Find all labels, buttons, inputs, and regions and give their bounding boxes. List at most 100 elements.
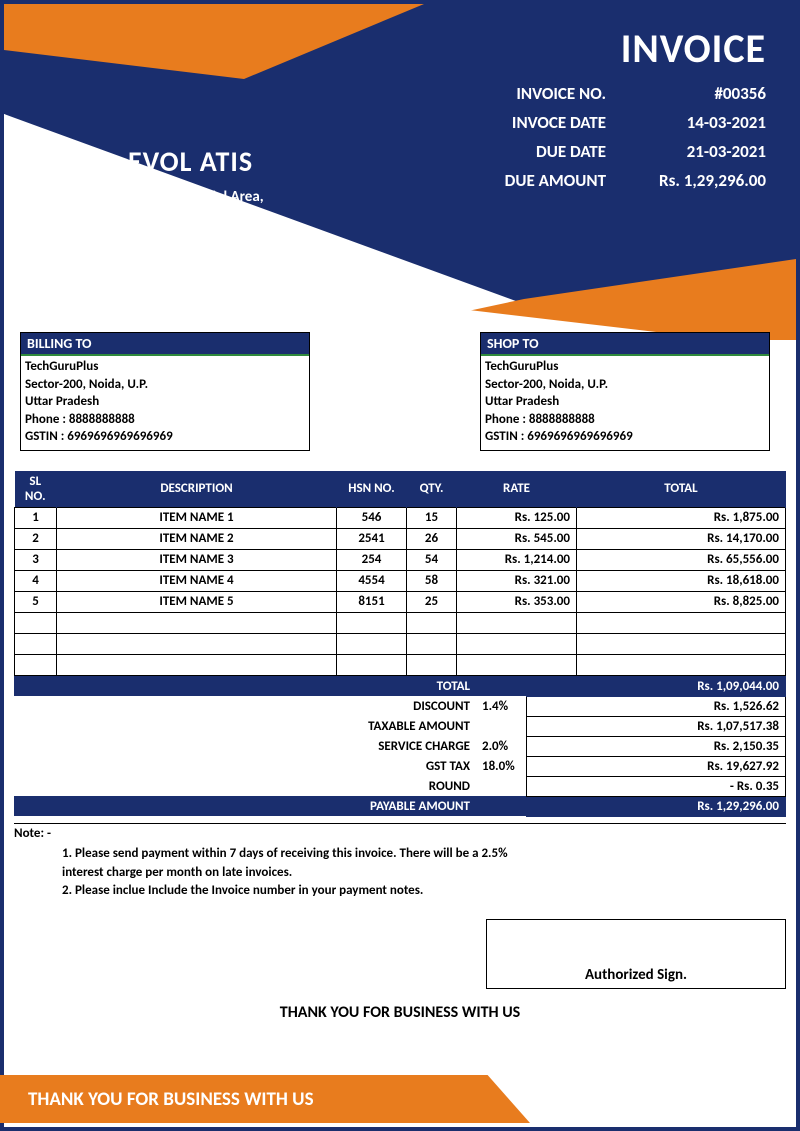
col-total: TOTAL xyxy=(577,471,786,508)
cell-total: Rs. 14,170.00 xyxy=(577,528,786,549)
notes-section: Note: - 1. Please send payment within 7 … xyxy=(14,823,786,902)
billing-box: BILLING TO TechGuruPlus Sector-200, Noid… xyxy=(20,332,310,451)
cell-hsn: 2541 xyxy=(337,528,407,549)
summary-table: TOTALRs. 1,09,044.00DISCOUNT1.4%Rs. 1,52… xyxy=(14,676,786,817)
shop-name: TechGuruPlus xyxy=(485,358,765,376)
summary-pct: 2.0% xyxy=(476,736,526,756)
cell-desc: ITEM NAME 4 xyxy=(57,570,337,591)
cell-sl: 3 xyxy=(15,549,57,570)
summary-row: GST TAX18.0%Rs. 19,627.92 xyxy=(14,756,786,776)
cell-desc: ITEM NAME 1 xyxy=(57,507,337,528)
summary-pct xyxy=(476,796,526,816)
meta-label: INVOCE DATE xyxy=(426,112,626,133)
items-table: SL NO. DESCRIPTION HSN NO. QTY. RATE TOT… xyxy=(14,471,786,676)
cell-rate: Rs. 353.00 xyxy=(457,591,577,612)
company-block: EVOL ATIS Okhla Industrial Area, New Del… xyxy=(42,144,268,281)
summary-row: PAYABLE AMOUNT Rs. 1,29,296.00 xyxy=(14,796,786,816)
signature-label: Authorized Sign. xyxy=(487,966,785,984)
summary-value: - Rs. 0.35 xyxy=(526,776,786,796)
cell-sl: 5 xyxy=(15,591,57,612)
cell-sl: 4 xyxy=(15,570,57,591)
summary-row: TAXABLE AMOUNT Rs. 1,07,517.38 xyxy=(14,716,786,736)
summary-row: DISCOUNT1.4%Rs. 1,526.62 xyxy=(14,696,786,716)
summary-value: Rs. 1,29,296.00 xyxy=(526,796,786,816)
cell-qty: 26 xyxy=(407,528,457,549)
summary-pct: 18.0% xyxy=(476,756,526,776)
col-sl: SL NO. xyxy=(15,471,57,508)
shop-phone: Phone : 8888888888 xyxy=(485,411,765,429)
billing-line: Uttar Pradesh xyxy=(25,393,305,411)
invoice-header: INVOICE INVOICE NO.#00356 INVOCE DATE14-… xyxy=(4,4,796,304)
cell-rate: Rs. 1,214.00 xyxy=(457,549,577,570)
summary-pct xyxy=(476,676,526,696)
cell-qty: 58 xyxy=(407,570,457,591)
notes-line: interest charge per month on late invoic… xyxy=(14,864,786,883)
company-gstin: GSTIN : 898989898989 xyxy=(128,257,268,281)
cell-total: Rs. 65,556.00 xyxy=(577,549,786,570)
billing-gstin: GSTIN : 6969696969696969 xyxy=(25,428,305,446)
summary-pct xyxy=(476,716,526,736)
summary-label: SERVICE CHARGE xyxy=(14,736,476,756)
cell-desc: ITEM NAME 3 xyxy=(57,549,337,570)
summary-label: ROUND xyxy=(14,776,476,796)
cell-qty: 54 xyxy=(407,549,457,570)
summary-pct: 1.4% xyxy=(476,696,526,716)
shop-gstin: GSTIN : 6969696969696969 xyxy=(485,428,765,446)
company-phone: Phone : 9999999999 xyxy=(128,233,268,257)
cell-desc: ITEM NAME 5 xyxy=(57,591,337,612)
table-row-empty xyxy=(15,633,786,654)
summary-value: Rs. 2,150.35 xyxy=(526,736,786,756)
cell-hsn: 4554 xyxy=(337,570,407,591)
summary-label: TAXABLE AMOUNT xyxy=(14,716,476,736)
cell-hsn: 8151 xyxy=(337,591,407,612)
notes-title: Note: - xyxy=(14,826,786,841)
shop-line: Uttar Pradesh xyxy=(485,393,765,411)
col-rate: RATE xyxy=(457,471,577,508)
cell-sl: 1 xyxy=(15,507,57,528)
summary-value: Rs. 1,07,517.38 xyxy=(526,716,786,736)
notes-line: 1. Please send payment within 7 days of … xyxy=(14,845,786,864)
signature-box: Authorized Sign. xyxy=(486,919,786,989)
summary-value: Rs. 19,627.92 xyxy=(526,756,786,776)
summary-value: Rs. 1,526.62 xyxy=(526,696,786,716)
billing-phone: Phone : 8888888888 xyxy=(25,411,305,429)
table-row-empty xyxy=(15,654,786,675)
table-row: 1ITEM NAME 154615Rs. 125.00Rs. 1,875.00 xyxy=(15,507,786,528)
meta-value: 21-03-2021 xyxy=(626,141,766,162)
cell-rate: Rs. 321.00 xyxy=(457,570,577,591)
billing-line: Sector-200, Noida, U.P. xyxy=(25,376,305,394)
summary-label: DISCOUNT xyxy=(14,696,476,716)
meta-value: Rs. 1,29,296.00 xyxy=(626,170,766,191)
invoice-meta: INVOICE NO.#00356 INVOCE DATE14-03-2021 … xyxy=(426,79,766,195)
summary-label: TOTAL xyxy=(14,676,476,696)
table-row: 4ITEM NAME 4455458Rs. 321.00Rs. 18,618.0… xyxy=(15,570,786,591)
shop-box: SHOP TO TechGuruPlus Sector-200, Noida, … xyxy=(480,332,770,451)
summary-label: GST TAX xyxy=(14,756,476,776)
meta-label: DUE DATE xyxy=(426,141,626,162)
summary-row: ROUND - Rs. 0.35 xyxy=(14,776,786,796)
cell-total: Rs. 18,618.00 xyxy=(577,570,786,591)
company-address: Okhla Industrial Area, xyxy=(128,185,268,209)
meta-value: #00356 xyxy=(626,83,766,104)
table-row: 3ITEM NAME 325454Rs. 1,214.00Rs. 65,556.… xyxy=(15,549,786,570)
notes-line: 2. Please inclue Include the Invoice num… xyxy=(14,882,786,901)
col-desc: DESCRIPTION xyxy=(57,471,337,508)
summary-value: Rs. 1,09,044.00 xyxy=(526,676,786,696)
summary-label: PAYABLE AMOUNT xyxy=(14,796,476,816)
meta-value: 14-03-2021 xyxy=(626,112,766,133)
cell-qty: 25 xyxy=(407,591,457,612)
col-qty: QTY. xyxy=(407,471,457,508)
footer-thank-you: THANK YOU FOR BUSINESS WITH US xyxy=(28,1088,314,1111)
thank-you-text: THANK YOU FOR BUSINESS WITH US xyxy=(4,1003,796,1022)
shop-title: SHOP TO xyxy=(481,333,769,356)
meta-label: INVOICE NO. xyxy=(426,83,626,104)
summary-row: TOTAL Rs. 1,09,044.00 xyxy=(14,676,786,696)
company-address: New Delhi-110020 xyxy=(128,209,268,233)
invoice-title: INVOICE xyxy=(621,24,766,73)
table-row: 5ITEM NAME 5815125Rs. 353.00Rs. 8,825.00 xyxy=(15,591,786,612)
table-row: 2ITEM NAME 2254126Rs. 545.00Rs. 14,170.0… xyxy=(15,528,786,549)
cell-qty: 15 xyxy=(407,507,457,528)
company-name: EVOL ATIS xyxy=(128,144,268,179)
cell-rate: Rs. 125.00 xyxy=(457,507,577,528)
cell-hsn: 254 xyxy=(337,549,407,570)
